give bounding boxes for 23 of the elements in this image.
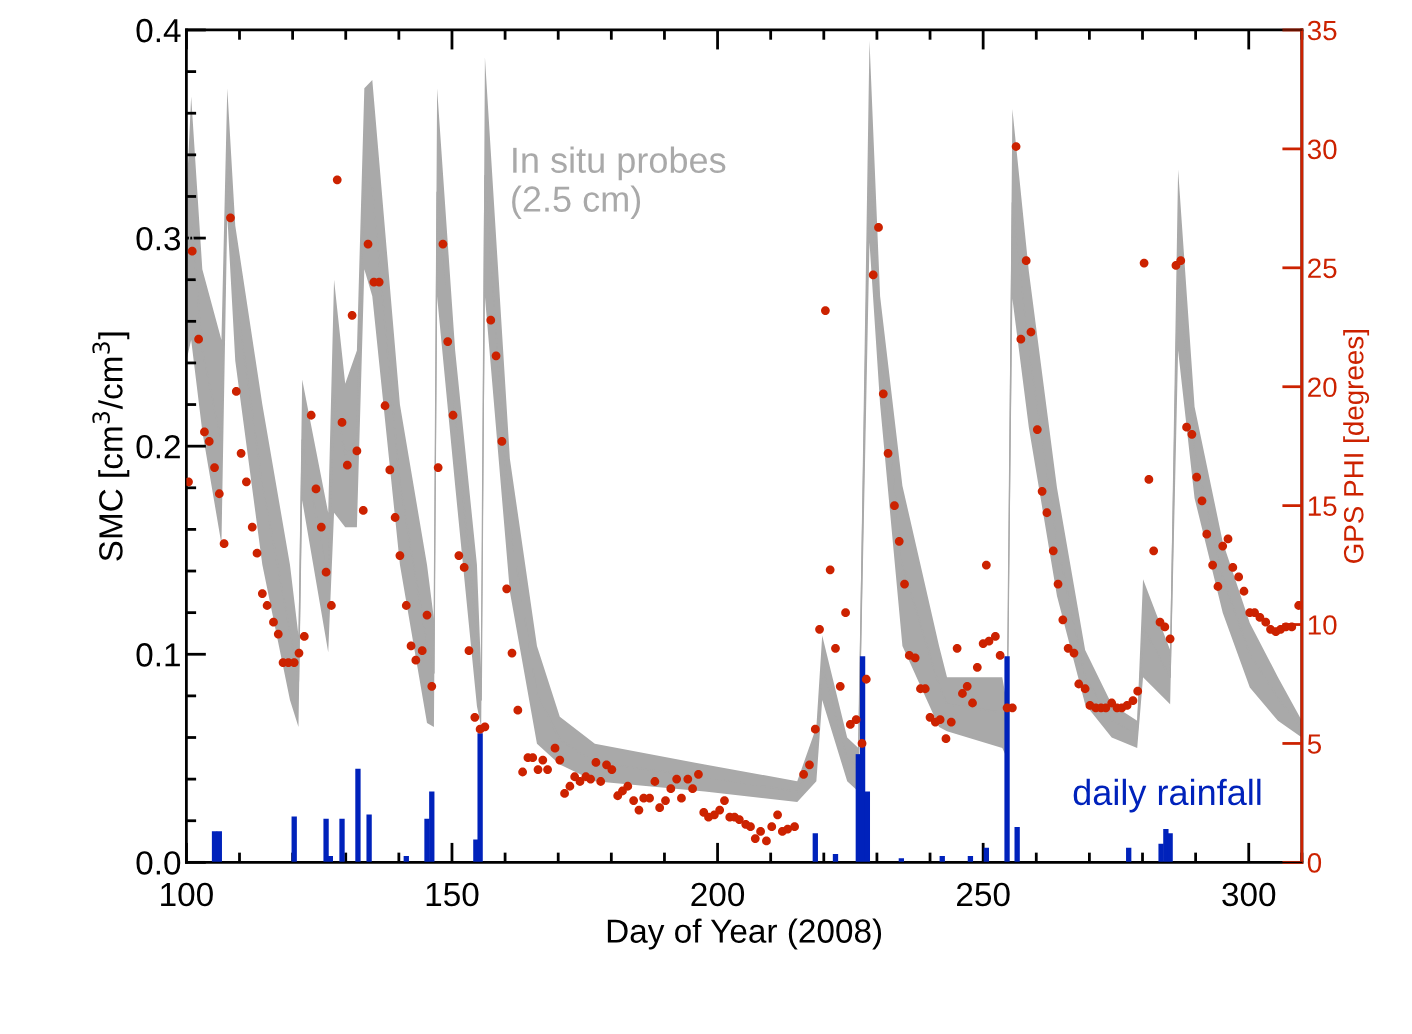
y2-tick-label: 25 xyxy=(1308,258,1337,279)
x-tick-label: 150 xyxy=(426,882,479,907)
x-tick-label: 250 xyxy=(957,882,1010,907)
series-label: In situ probes (2.5 cm) xyxy=(512,146,726,220)
y2-tick-label: 30 xyxy=(1307,139,1337,160)
y2-tick-label: 20 xyxy=(1308,377,1337,398)
y2-tick-label: 0 xyxy=(1307,853,1322,873)
y-tick-label: 0.1 xyxy=(136,643,180,667)
y2-tick-label: 10 xyxy=(1308,615,1337,635)
x-tick-label: 100 xyxy=(161,882,213,907)
y-tick-label: 0.2 xyxy=(136,434,180,459)
y-axis-title: SMC [cm$^{3}$/cm$^{3}$] xyxy=(92,332,130,561)
y2-tick-label: 35 xyxy=(1307,20,1337,41)
x-tick-label: 300 xyxy=(1222,882,1276,907)
y2-axis-title: GPS PHI [degrees] xyxy=(1343,330,1370,563)
y2-tick-label: 15 xyxy=(1308,496,1337,516)
series-label: daily rainfall xyxy=(1073,778,1261,813)
x-tick-label: 200 xyxy=(691,882,745,907)
y-tick-label: 0.0 xyxy=(136,851,181,875)
y-tick-label: 0.3 xyxy=(136,226,181,251)
y2-tick-label: 5 xyxy=(1307,734,1322,754)
y-tick-label: 0.4 xyxy=(136,18,181,43)
x-axis-title: Day of Year (2008) xyxy=(607,918,882,950)
